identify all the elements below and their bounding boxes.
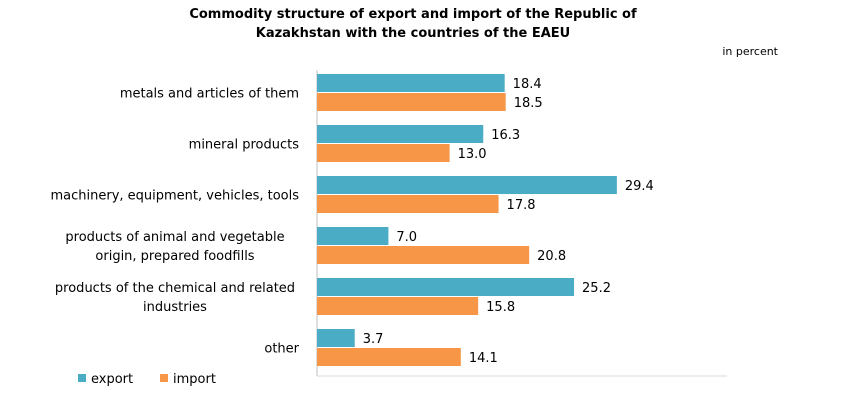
category-label: origin, prepared foodfills (95, 249, 254, 264)
category-label: industries (143, 300, 207, 315)
import-value-label: 20.8 (537, 249, 566, 264)
category-label: other (264, 342, 299, 357)
export-value-label: 3.7 (363, 332, 384, 347)
category-label: products of animal and vegetable (65, 230, 284, 245)
export-bar (317, 227, 389, 245)
export-bar (317, 278, 575, 296)
unit-label: in percent (722, 45, 778, 58)
import-bar (317, 297, 479, 315)
category-label: machinery, equipment, vehicles, tools (50, 189, 299, 204)
import-legend-swatch (160, 374, 168, 382)
import-bar (317, 348, 461, 366)
export-bar (317, 329, 355, 347)
import-value-label: 15.8 (486, 300, 515, 315)
import-legend-label: import (173, 372, 216, 387)
export-legend-label: export (91, 372, 133, 387)
export-bar (317, 176, 617, 194)
chart-title-line-1: Commodity structure of export and import… (189, 7, 637, 22)
category-label: products of the chemical and related (55, 281, 295, 296)
plot-area: metals and articles of them 18.4 18.5 miner… (50, 70, 727, 377)
import-value-label: 13.0 (458, 147, 487, 162)
export-value-label: 29.4 (625, 179, 654, 194)
export-value-label: 16.3 (491, 128, 520, 143)
import-value-label: 14.1 (469, 351, 498, 366)
import-bar (317, 246, 530, 264)
import-value-label: 18.5 (514, 96, 543, 111)
export-bar (317, 74, 505, 92)
import-bar (317, 195, 499, 213)
import-value-label: 17.8 (507, 198, 536, 213)
export-bar (317, 125, 484, 143)
export-legend-swatch (78, 374, 86, 382)
legend: export import (78, 372, 216, 387)
export-value-label: 25.2 (582, 281, 611, 296)
export-value-label: 18.4 (513, 77, 542, 92)
import-bar (317, 93, 506, 111)
category-label: metals and articles of them (120, 87, 299, 102)
import-bar (317, 144, 450, 162)
export-value-label: 7.0 (396, 230, 417, 245)
chart-title-line-2: Kazakhstan with the countries of the EAE… (256, 26, 570, 41)
category-label: mineral products (189, 138, 300, 153)
